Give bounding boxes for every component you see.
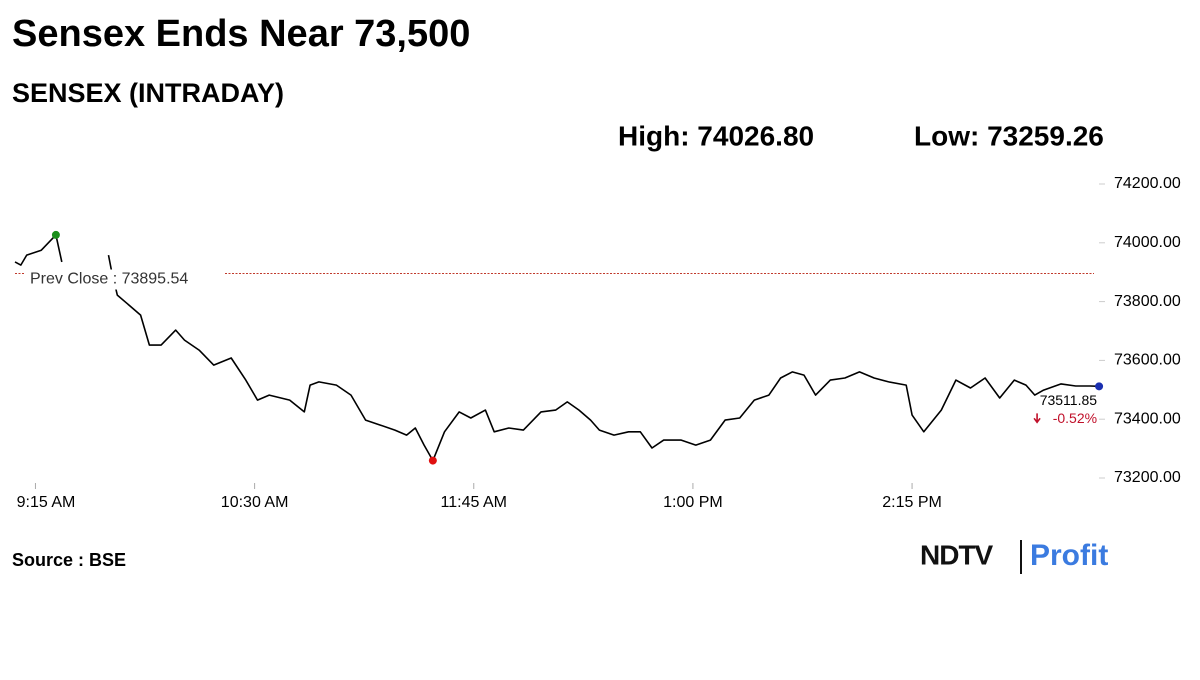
low-marker <box>428 456 437 465</box>
y-tick-label: 73800.00 <box>1114 293 1181 310</box>
chart-title: Sensex Ends Near 73,500 <box>12 13 470 55</box>
x-tick-label: 9:15 AM <box>17 494 76 511</box>
low-label: Low: 73259.26 <box>914 120 1104 151</box>
reference-label-bg <box>24 269 224 290</box>
last-value-label: 73511.85 <box>1040 392 1098 408</box>
brand-ndtv: NDTV <box>920 539 994 570</box>
y-tick-label: 73600.00 <box>1114 352 1181 369</box>
reference-label: Prev Close : 73895.54 <box>30 271 188 288</box>
y-tick-label: 74200.00 <box>1114 175 1181 192</box>
x-tick-label: 11:45 AM <box>441 494 507 511</box>
down-arrow <box>1033 413 1041 424</box>
y-tick-label: 73200.00 <box>1114 469 1181 486</box>
chart-subtitle: SENSEX (INTRADAY) <box>12 78 284 108</box>
y-tick-label: 73400.00 <box>1114 410 1181 427</box>
change-label: -0.52% <box>1053 410 1097 426</box>
x-tick-label: 2:15 PM <box>882 494 942 511</box>
brand-profit: Profit <box>1030 539 1108 572</box>
x-tick-label: 1:00 PM <box>663 494 723 511</box>
source: Source : BSE <box>12 550 126 570</box>
last-marker <box>1095 382 1104 391</box>
high-marker <box>51 230 60 239</box>
high-label: High: 74026.80 <box>618 120 814 151</box>
x-tick-label: 10:30 AM <box>221 494 289 511</box>
price-line <box>14 234 1100 462</box>
y-tick-label: 74000.00 <box>1114 234 1181 251</box>
